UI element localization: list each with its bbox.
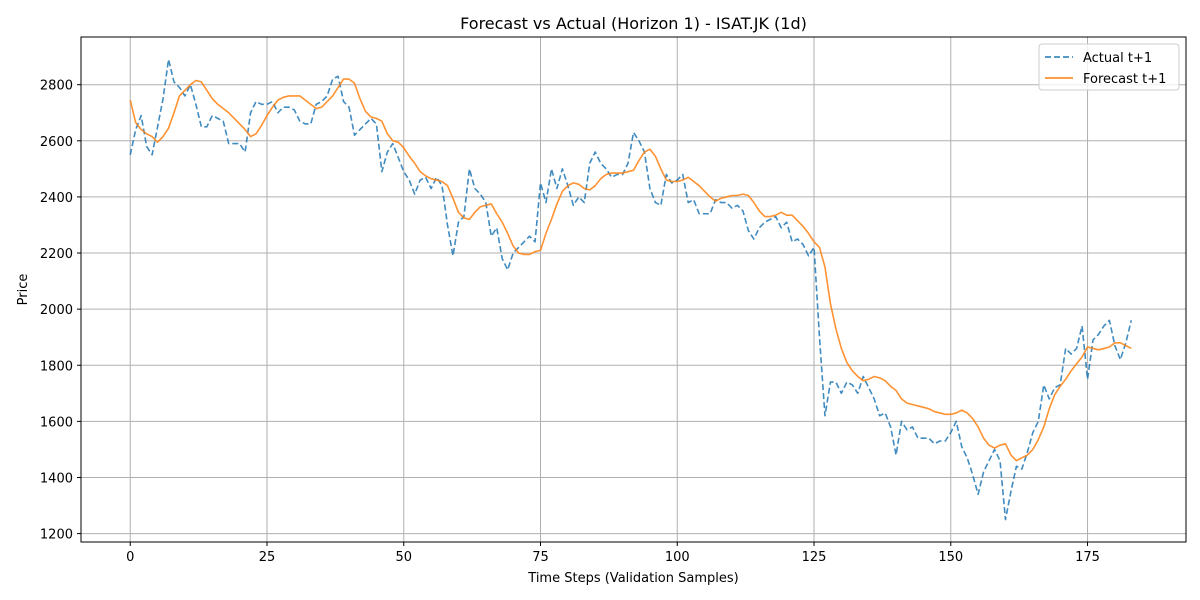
y-tick-label: 1800 bbox=[40, 359, 73, 374]
x-tick-label: 50 bbox=[395, 550, 412, 565]
actual-series-line bbox=[129, 58, 1133, 521]
x-tick-label: 175 bbox=[1075, 550, 1100, 565]
grid-lines bbox=[81, 37, 1186, 542]
y-tick-label: 1200 bbox=[40, 528, 73, 543]
y-tick-label: 1400 bbox=[40, 471, 73, 486]
plot-frame bbox=[80, 36, 1187, 543]
legend-label-actual: Actual t+1 bbox=[1083, 51, 1152, 66]
x-tick-label: 75 bbox=[532, 550, 549, 565]
y-tick-label: 2400 bbox=[40, 191, 73, 206]
y-tick-label: 2800 bbox=[40, 79, 73, 94]
x-tick-label: 25 bbox=[259, 550, 276, 565]
legend-label-forecast: Forecast t+1 bbox=[1083, 72, 1166, 87]
y-axis-label: Price bbox=[16, 274, 31, 306]
legend: Actual t+1 Forecast t+1 bbox=[1038, 43, 1180, 91]
y-tick-label: 2200 bbox=[40, 247, 73, 262]
x-tick-label: 0 bbox=[126, 550, 134, 565]
forecast-series-line bbox=[129, 78, 1132, 462]
y-tick-label: 2000 bbox=[40, 303, 73, 318]
chart-title: Forecast vs Actual (Horizon 1) - ISAT.JK… bbox=[460, 14, 807, 33]
axis-ticks: 0 25 50 75 100 125 150 175 1200 1400 1600 1800 2000 2… bbox=[40, 79, 1100, 565]
series-lines bbox=[129, 58, 1133, 521]
x-axis-label: Time Steps (Validation Samples) bbox=[527, 571, 738, 586]
legend-box bbox=[1038, 43, 1180, 91]
x-tick-label: 125 bbox=[802, 550, 827, 565]
x-tick-label: 100 bbox=[665, 550, 690, 565]
y-tick-label: 2600 bbox=[40, 135, 73, 150]
y-tick-label: 1600 bbox=[40, 415, 73, 430]
x-tick-label: 150 bbox=[938, 550, 963, 565]
